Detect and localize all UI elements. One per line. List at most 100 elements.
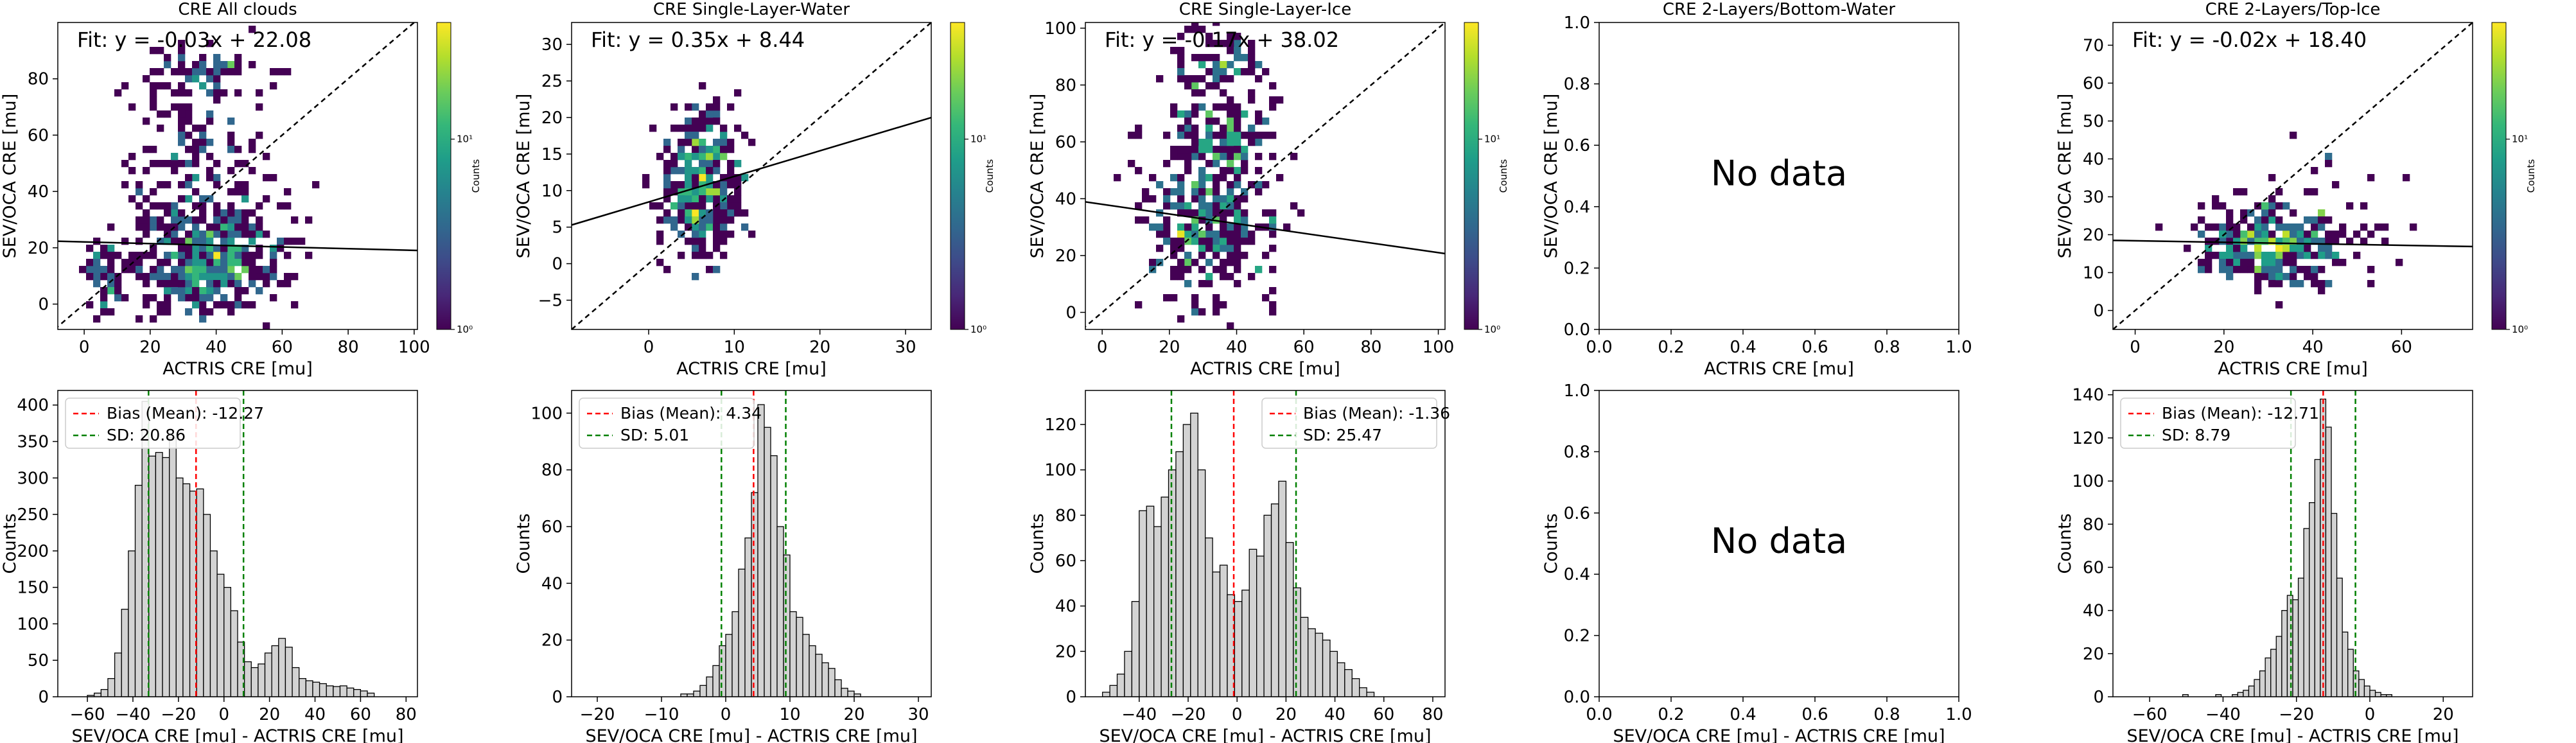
heatmap-cell (157, 82, 164, 90)
heatmap-cell (2311, 238, 2318, 245)
heatmap-cell (1198, 54, 1206, 62)
histogram-bar (796, 616, 803, 697)
heatmap-cell (1234, 195, 1241, 203)
heatmap-cell (220, 245, 228, 252)
heatmap-cell (1255, 75, 1263, 83)
x-tick-label: 0 (1232, 705, 1243, 724)
heatmap-cell (241, 245, 249, 252)
heatmap-cell (741, 174, 749, 182)
histogram-bar (1285, 542, 1294, 697)
heatmap-cell (136, 315, 143, 323)
heatmap-cell (1227, 322, 1234, 329)
histogram-bar (203, 514, 211, 697)
heatmap-cell (241, 259, 249, 267)
heatmap-cell (1205, 33, 1213, 40)
heatmap-cell (1262, 68, 1270, 76)
heatmap-cell (656, 216, 664, 224)
legend-bias-label: Bias (Mean): -1.36 (1303, 404, 1450, 423)
heatmap-cell (1191, 195, 1199, 203)
heatmap-cell (1220, 231, 1227, 238)
histogram-bar (1139, 510, 1147, 697)
heatmap-cell (2282, 223, 2290, 231)
axes-frame (1599, 22, 1959, 330)
heatmap-cell (1234, 110, 1241, 118)
heatmap-cell (713, 216, 721, 224)
heatmap-cell (1248, 139, 1256, 146)
heatmap-cell (1205, 238, 1213, 245)
heatmap-cell (185, 231, 193, 238)
heatmap-cell (2261, 223, 2269, 231)
histogram-bar (319, 683, 327, 697)
heatmap-cell (2268, 202, 2276, 210)
heatmap-cell (1234, 153, 1241, 161)
y-tick-label: 40 (2083, 150, 2104, 169)
heatmap-cell (713, 110, 721, 118)
x-tick-label: 60 (2391, 338, 2412, 357)
histogram-bar (764, 426, 771, 697)
heatmap-cell (1177, 132, 1185, 139)
histogram-bar (744, 538, 752, 697)
histogram-bar (1241, 590, 1250, 697)
heatmap-cell (2325, 252, 2333, 259)
heatmap-cell (86, 301, 94, 309)
heatmap-cell (249, 252, 256, 259)
heatmap-cell (1248, 68, 1256, 76)
heatmap-cell (1234, 216, 1241, 224)
heatmap-cell (734, 188, 742, 196)
heatmap-cell (2332, 181, 2340, 189)
heatmap-cell (1135, 125, 1143, 132)
y-tick-label: 20 (1055, 642, 1076, 661)
heatmap-cell (206, 308, 214, 316)
heatmap-cell (164, 252, 171, 259)
heatmap-cell (2282, 231, 2290, 238)
heatmap-cell (192, 294, 200, 302)
heatmap-cell (234, 216, 242, 224)
heatmap-cell (1220, 103, 1227, 111)
y-tick-label: 0.0 (1564, 320, 1590, 340)
y-tick-label: 0.2 (1564, 627, 1590, 646)
heatmap-cell (1184, 75, 1192, 83)
heatmap-cell (171, 238, 179, 245)
heatmap-cell (199, 252, 207, 259)
heatmap-cell (157, 181, 164, 189)
heatmap-cell (234, 181, 242, 189)
no-data-message: No data (1711, 153, 1847, 193)
heatmap-cell (178, 47, 186, 55)
heatmap-cell (86, 266, 94, 274)
heatmap-cell (2268, 195, 2276, 203)
heatmap-cell (1156, 245, 1164, 252)
heatmap-cell (727, 216, 735, 224)
heatmap-cell (143, 280, 150, 288)
heatmap-cell (256, 231, 263, 238)
axes-frame (571, 390, 932, 697)
heatmap-cell (1241, 238, 1249, 245)
heatmap-cell (234, 301, 242, 309)
heatmap-cell (150, 89, 157, 97)
heatmap-cell (1191, 22, 1199, 26)
heatmap-cell (256, 252, 263, 259)
heatmap-cell (1191, 125, 1199, 132)
heatmap-cell (199, 82, 207, 90)
histogram-bar (360, 690, 368, 697)
heatmap-cell (1198, 231, 1206, 238)
heatmap-cell (1220, 132, 1227, 139)
heatmap-cell (241, 223, 249, 231)
histogram-bar (776, 526, 784, 697)
fit-line (2113, 240, 2473, 248)
heatmap-cell (1156, 259, 1164, 267)
heatmap-cell (1191, 216, 1199, 224)
histogram-panel-5: Bias (Mean): -12.71 SD: 8.79 −60 −40 −20 0 20 0… (2055, 386, 2473, 743)
heatmap-cell (1248, 181, 1256, 189)
heatmap-cell (178, 160, 186, 168)
heatmap-cell (305, 216, 313, 224)
histogram-bar (757, 404, 765, 697)
heatmap-cell (164, 61, 171, 69)
heatmap-cell (241, 216, 249, 224)
heatmap-cell (220, 266, 228, 274)
heatmap-cell (298, 238, 306, 245)
heatmap-cell (1198, 252, 1206, 259)
heatmap-cell (143, 146, 150, 153)
heatmap-cell (1149, 195, 1157, 203)
heatmap-cell (185, 118, 193, 125)
heatmap-cell (192, 231, 200, 238)
